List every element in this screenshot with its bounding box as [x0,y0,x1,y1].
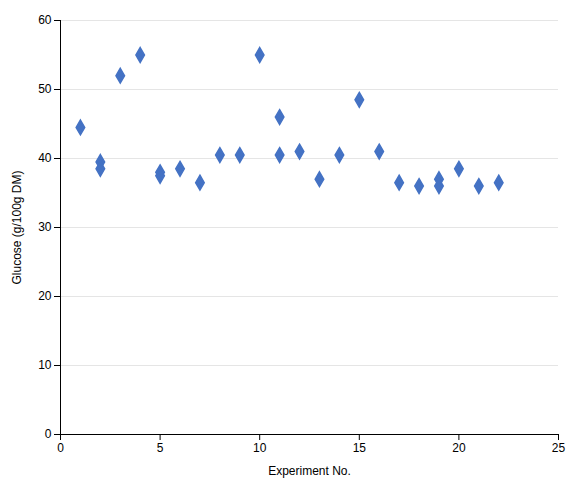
svg-text:15: 15 [353,441,367,455]
svg-text:30: 30 [38,220,52,234]
svg-text:20: 20 [452,441,466,455]
svg-text:0: 0 [57,441,64,455]
svg-text:5: 5 [157,441,164,455]
svg-text:10: 10 [253,441,267,455]
svg-text:50: 50 [38,82,52,96]
svg-text:40: 40 [38,151,52,165]
svg-text:0: 0 [45,427,52,441]
svg-text:25: 25 [552,441,566,455]
svg-text:10: 10 [38,358,52,372]
svg-text:Experiment No.: Experiment No. [268,464,351,478]
svg-text:20: 20 [38,289,52,303]
svg-text:60: 60 [38,13,52,27]
svg-text:Glucose (g/100g DM): Glucose (g/100g DM) [10,170,24,284]
